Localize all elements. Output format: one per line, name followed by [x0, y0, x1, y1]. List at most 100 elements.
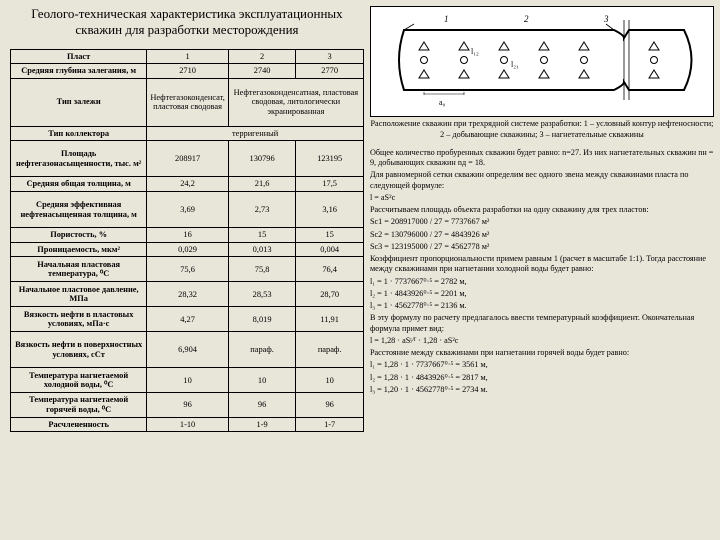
cell: 2740 [228, 64, 296, 79]
svg-text:l₂₁: l₂₁ [511, 60, 519, 69]
left-panel: Геолого-техническая характеристика экспл… [0, 0, 368, 540]
cell: 2 [228, 49, 296, 64]
para: Рассчитываем площадь объекта разработки … [370, 205, 714, 215]
svg-text:a₀: a₀ [439, 98, 446, 107]
cell: 6,904 [147, 332, 229, 368]
table-row: Средняя глубина залегания, м271027402770 [11, 64, 364, 79]
right-panel: 1 2 3 l₁₂ l₂₁ a₀ Расположение скважин пр… [368, 0, 720, 540]
table-row: Пористость, %161515 [11, 228, 364, 243]
para: Общее количество пробуренных скважин буд… [370, 148, 714, 169]
cell: 8,019 [228, 307, 296, 332]
cell: 17,5 [296, 177, 364, 192]
page-title: Геолого-техническая характеристика экспл… [10, 6, 364, 39]
table-row: Вязкость нефти в пластовых условиях, мПа… [11, 307, 364, 332]
cell: 3 [296, 49, 364, 64]
cell: 96 [296, 393, 364, 417]
svg-text:2: 2 [524, 14, 529, 24]
cell: 1-10 [147, 417, 229, 432]
equation: l₃ = 1 · 4562778⁰·⁵ = 2136 м. [370, 301, 714, 311]
table-row: Тип залежиНефтегазоконденсат, пластовая … [11, 78, 364, 126]
equation: l₁ = 1,28 · 1 · 7737667⁰·⁵ = 3561 м, [370, 360, 714, 370]
table-row: Проницаемость, мкм²0,0290,0130,004 [11, 242, 364, 257]
cell: 76,4 [296, 257, 364, 282]
cell: Средняя эффективная нефтенасыщенная толщ… [11, 192, 147, 228]
cell: 15 [296, 228, 364, 243]
data-table: Пласт123 Средняя глубина залегания, м271… [10, 49, 364, 433]
cell: 1-9 [228, 417, 296, 432]
cell: 24,2 [147, 177, 229, 192]
table-row: Средняя общая толщина, м24,221,617,5 [11, 177, 364, 192]
svg-text:l₁₂: l₁₂ [471, 47, 479, 56]
right-text: Общее количество пробуренных скважин буд… [370, 148, 714, 395]
equation: l = aS²c [370, 193, 714, 203]
table-row: Температура нагнетаемой холодной воды, ⁰… [11, 368, 364, 393]
table-row: Расчлененность1-101-91-7 [11, 417, 364, 432]
table-row: Пласт123 [11, 49, 364, 64]
equation: l₃ = 1,20 · 1 · 4562778⁰·⁵ = 2734 м. [370, 385, 714, 395]
cell: Расчлененность [11, 417, 147, 432]
cell: 75,6 [147, 257, 229, 282]
cell: 10 [147, 368, 229, 393]
cell: Пласт [11, 49, 147, 64]
svg-text:3: 3 [603, 14, 609, 24]
cell: Средняя общая толщина, м [11, 177, 147, 192]
equation: l₂ = 1,28 · 1 · 4843926⁰·⁵ = 2817 м, [370, 373, 714, 383]
table-row: Температура нагнетаемой горячей воды, ⁰С… [11, 393, 364, 417]
cell: 21,6 [228, 177, 296, 192]
cell: Тип залежи [11, 78, 147, 126]
table-row: Средняя эффективная нефтенасыщенная толщ… [11, 192, 364, 228]
table-row: Тип коллекторатерригенный [11, 126, 364, 141]
cell: параф. [228, 332, 296, 368]
cell: 28,53 [228, 282, 296, 307]
cell: 11,91 [296, 307, 364, 332]
cell: Начальная пластовая температура, ⁰С [11, 257, 147, 282]
cell: 3,16 [296, 192, 364, 228]
cell: 130796 [228, 141, 296, 177]
cell: Вязкость нефти в пластовых условиях, мПа… [11, 307, 147, 332]
cell: Средняя глубина залегания, м [11, 64, 147, 79]
cell: 123195 [296, 141, 364, 177]
cell: 96 [147, 393, 229, 417]
cell: 10 [228, 368, 296, 393]
cell: 28,70 [296, 282, 364, 307]
cell: 2,73 [228, 192, 296, 228]
cell: параф. [296, 332, 364, 368]
cell: 96 [228, 393, 296, 417]
equation: l₂ = 1 · 4843926⁰·⁵ = 2201 м, [370, 289, 714, 299]
cell: Проницаемость, мкм² [11, 242, 147, 257]
cell: Вязкость нефти в поверхностных условиях,… [11, 332, 147, 368]
well-diagram: 1 2 3 l₁₂ l₂₁ a₀ [370, 6, 714, 117]
cell: 1 [147, 49, 229, 64]
cell: 208917 [147, 141, 229, 177]
cell: Пористость, % [11, 228, 147, 243]
diagram-svg: 1 2 3 l₁₂ l₂₁ a₀ [374, 10, 704, 110]
cell: Тип коллектора [11, 126, 147, 141]
table-row: Площадь нефтегазонасыщенности, тыс. м²20… [11, 141, 364, 177]
cell: терригенный [147, 126, 364, 141]
cell: 0,004 [296, 242, 364, 257]
table-row: Вязкость нефти в поверхностных условиях,… [11, 332, 364, 368]
cell: 28,32 [147, 282, 229, 307]
table-row: Начальное пластовое давление, МПа28,3228… [11, 282, 364, 307]
svg-text:1: 1 [444, 14, 449, 24]
cell: 16 [147, 228, 229, 243]
equation: l = 1,28 · aSᵗ⁄ᵀ · 1,28 · aS²c [370, 336, 714, 346]
cell: 10 [296, 368, 364, 393]
equation: Sc3 = 123195000 / 27 = 4562778 м² [370, 242, 714, 252]
para: В эту формулу по расчету предлагалось вв… [370, 313, 714, 334]
diagram-caption: Расположение скважин при трехрядной сист… [370, 119, 714, 140]
cell: Нефтегазоконденсатная, пластовая сводова… [228, 78, 363, 126]
cell: 3,69 [147, 192, 229, 228]
para: Для равномерной сетки скважин определим … [370, 170, 714, 191]
cell: Нефтегазоконденсат, пластовая сводовая [147, 78, 229, 126]
cell: 0,029 [147, 242, 229, 257]
para: Коэффициент пропорциональности примем ра… [370, 254, 714, 275]
equation: l₁ = 1 · 7737667⁰·⁵ = 2782 м, [370, 277, 714, 287]
table-row: Начальная пластовая температура, ⁰С75,6 7… [11, 257, 364, 282]
cell: 4,27 [147, 307, 229, 332]
cell: Площадь нефтегазонасыщенности, тыс. м² [11, 141, 147, 177]
cell: 2770 [296, 64, 364, 79]
equation: Sc2 = 130796000 / 27 = 4843926 м² [370, 230, 714, 240]
cell: Начальное пластовое давление, МПа [11, 282, 147, 307]
cell: 15 [228, 228, 296, 243]
